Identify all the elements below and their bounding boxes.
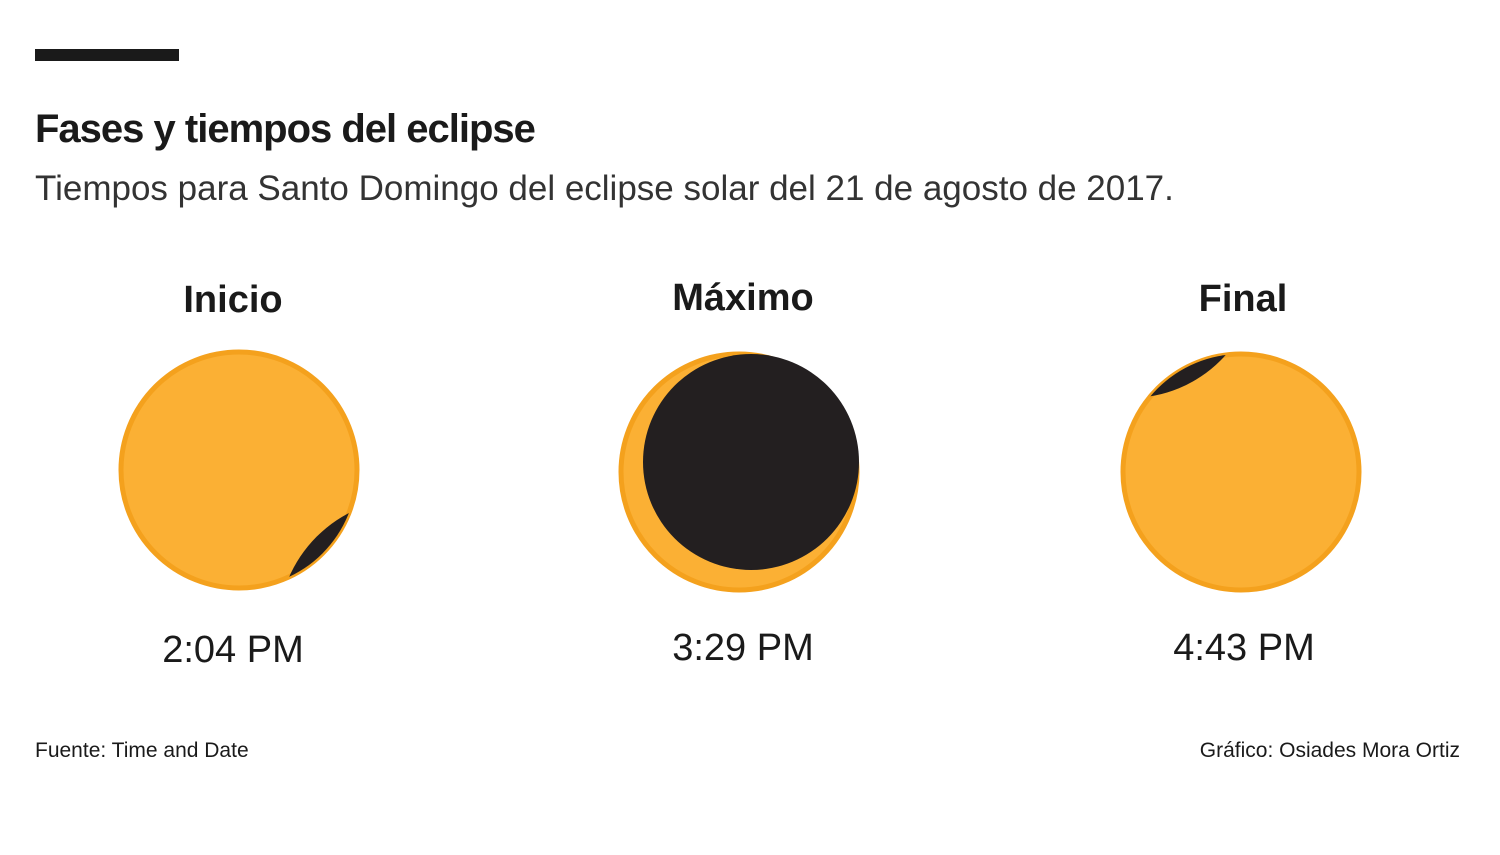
subtitle: Tiempos para Santo Domingo del eclipse s… <box>35 169 1174 208</box>
sun-icon <box>1120 351 1362 593</box>
phase-time: 2:04 PM <box>162 629 304 671</box>
phase-time: 4:43 PM <box>1173 627 1315 669</box>
sun-icon <box>618 351 860 593</box>
source: Fuente: Time and Date <box>35 739 249 762</box>
header-bar <box>35 49 179 61</box>
phase-label: Final <box>1199 278 1288 320</box>
sun-icon <box>118 349 360 591</box>
phase-label: Inicio <box>183 279 282 321</box>
credit: Gráfico: Osiades Mora Ortiz <box>1200 739 1460 762</box>
title: Fases y tiempos del eclipse <box>35 107 535 151</box>
phase-time: 3:29 PM <box>672 627 814 669</box>
phase-label: Máximo <box>672 277 813 319</box>
